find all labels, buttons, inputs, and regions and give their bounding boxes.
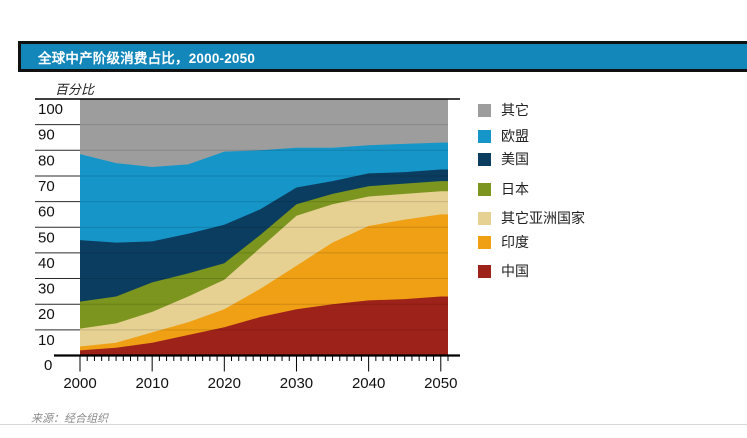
x-axis-label-2020: 2020 <box>208 375 241 392</box>
y-axis-label-10: 10 <box>38 332 55 349</box>
y-axis-label-100: 100 <box>38 101 63 118</box>
legend-swatch-icon <box>478 152 491 166</box>
legend-label: 印度 <box>501 234 529 250</box>
y-axis-label-0: 0 <box>44 357 52 374</box>
legend-item-美国: 美国 <box>478 149 585 169</box>
legend-item-中国: 中国 <box>478 261 585 281</box>
y-axis-label-20: 20 <box>38 306 55 323</box>
bottom-divider <box>0 424 747 425</box>
x-axis-label-2000: 2000 <box>63 375 96 392</box>
legend-swatch-icon <box>478 182 491 196</box>
legend-item-欧盟: 欧盟 <box>478 126 585 146</box>
chart-title-bar: 全球中产阶级消费占比，2000-2050 <box>18 41 747 72</box>
legend-swatch-icon <box>478 129 491 143</box>
x-axis-label-2030: 2030 <box>280 375 313 392</box>
y-axis-label-80: 80 <box>38 152 55 169</box>
x-axis-label-2010: 2010 <box>135 375 168 392</box>
source-note: 来源：经合组织 <box>31 413 108 425</box>
chart-title: 全球中产阶级消费占比，2000-2050 <box>38 50 256 66</box>
chart-svg: 2000 2010 2020 2030 2040 20501009080706050403… <box>35 98 460 392</box>
y-axis-label-50: 50 <box>38 229 55 246</box>
legend-label: 其它亚洲国家 <box>501 210 585 226</box>
area-中国 <box>80 296 448 356</box>
legend-label: 美国 <box>501 151 529 167</box>
legend-label: 欧盟 <box>501 128 529 144</box>
y-axis-label-40: 40 <box>38 255 55 272</box>
legend-swatch-icon <box>478 264 491 278</box>
legend-label: 其它 <box>501 102 529 118</box>
legend-swatch-icon <box>478 103 491 117</box>
y-axis-label-90: 90 <box>38 127 55 144</box>
y-axis-label-70: 70 <box>38 178 55 195</box>
y-axis-title: 百分比 <box>55 82 95 97</box>
legend-label: 中国 <box>501 263 529 279</box>
x-axis-label-2050: 2050 <box>424 375 457 392</box>
chart-legend: 其它欧盟美国日本其它亚洲国家 印度中国 <box>478 100 585 281</box>
x-axis-label-2040: 2040 <box>352 375 385 392</box>
legend-item-其它亚洲国家: 其它亚洲国家 <box>478 208 585 228</box>
legend-item-其它: 其它 <box>478 100 585 120</box>
legend-label: 日本 <box>501 181 529 197</box>
legend-swatch-icon <box>478 211 491 225</box>
legend-item-印度: 印度 <box>478 232 585 252</box>
stacked-area-chart: 2000 2010 2020 2030 2040 2050 100 90 80 70 60 50 40 3… <box>30 92 476 394</box>
y-axis-label-60: 60 <box>38 204 55 221</box>
legend-item-日本: 日本 <box>478 179 585 199</box>
y-axis-label-30: 30 <box>38 281 55 298</box>
legend-swatch-icon <box>478 235 491 249</box>
